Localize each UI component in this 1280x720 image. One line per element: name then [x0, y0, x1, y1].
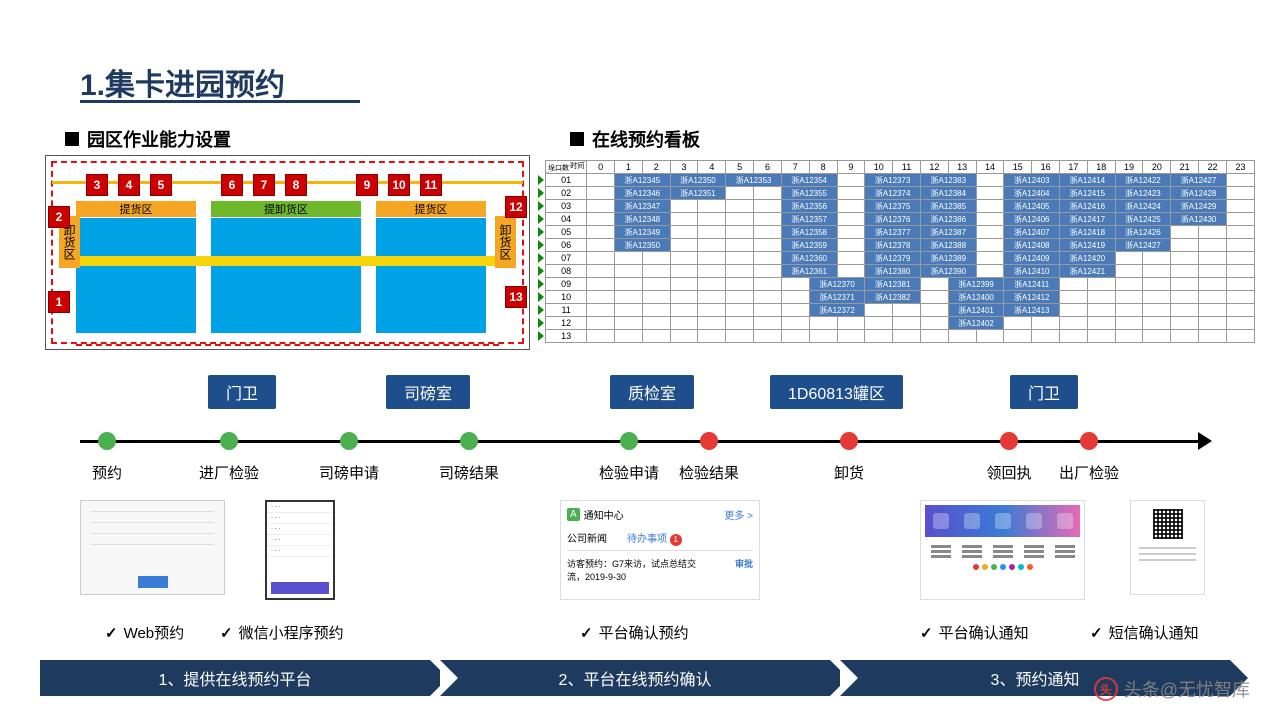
area-label: 提卸货区	[211, 201, 361, 217]
badge: 1	[670, 534, 682, 546]
timeline-label: 预约	[92, 462, 122, 483]
timeline-dot	[620, 432, 638, 450]
step-arrow: 2、平台在线预约确认	[440, 660, 830, 696]
approve-link[interactable]: 审批	[735, 557, 753, 583]
side-label: 卸货区	[495, 216, 516, 268]
check-item: ✓平台确认预约	[580, 622, 689, 643]
timeline-dot	[98, 432, 116, 450]
notice-text: 访客预约：G7来访，试点总结交流，2019-9-30	[567, 557, 707, 583]
subtitle-right: 在线预约看板	[570, 126, 700, 152]
check-item: ✓平台确认通知	[920, 622, 1029, 643]
subtitle-left: 园区作业能力设置	[65, 126, 231, 152]
storage-block	[211, 218, 361, 333]
warehouse-layout: 提货区 提卸货区 提货区 卸货区 卸货区 1 2 3 4 5 6 7 8 9 1…	[45, 155, 530, 350]
notice-icon: A	[567, 508, 580, 521]
dock-marker: 12	[505, 196, 527, 218]
dock-marker: 3	[86, 174, 108, 196]
page-title: 1.集卡进园预约	[80, 60, 285, 104]
timeline-label: 卸货	[834, 462, 864, 483]
timeline-dot	[460, 432, 478, 450]
gantt-table: 时间垛口数01234567891011121314151617181920212…	[545, 160, 1255, 343]
dock-marker: 10	[388, 174, 410, 196]
dock-marker: 7	[253, 174, 275, 196]
storage-block	[76, 218, 196, 333]
title-underline	[80, 100, 360, 103]
process-label: 门卫	[208, 375, 276, 409]
dock-marker: 1	[48, 291, 70, 313]
step-arrow: 1、提供在线预约平台	[40, 660, 430, 696]
watermark-logo-icon: 头	[1094, 677, 1118, 701]
timeline-dot	[840, 432, 858, 450]
timeline-label: 检验结果	[679, 462, 739, 483]
dock-marker: 13	[505, 286, 527, 308]
check-icon: ✓	[580, 624, 593, 642]
timeline-label: 检验申请	[599, 462, 659, 483]
tab-news[interactable]: 公司新闻	[567, 530, 607, 546]
area-label: 提货区	[76, 201, 196, 217]
watermark: 头 头条@无忧智库	[1094, 676, 1250, 702]
timeline-label: 进厂检验	[199, 462, 259, 483]
bullet-icon	[570, 132, 584, 146]
aisle	[66, 256, 509, 266]
timeline-dot	[1080, 432, 1098, 450]
timeline-label: 司磅申请	[319, 462, 379, 483]
timeline-dot	[1000, 432, 1018, 450]
check-icon: ✓	[220, 624, 233, 642]
timeline-dot	[700, 432, 718, 450]
dock-marker: 8	[285, 174, 307, 196]
screenshot-web	[80, 500, 225, 595]
dock-marker: 6	[221, 174, 243, 196]
timeline-line	[80, 440, 1200, 443]
process-label: 1D60813罐区	[770, 375, 903, 409]
check-icon: ✓	[920, 624, 933, 642]
screenshot-miniprogram: · · ·· · ·· · ·· · ·· · ·	[265, 500, 335, 600]
process-label: 门卫	[1010, 375, 1078, 409]
notice-title: 通知中心	[584, 507, 624, 522]
more-link[interactable]: 更多 >	[724, 507, 753, 522]
timeline-label: 领回执	[986, 462, 1031, 483]
dock-marker: 9	[356, 174, 378, 196]
timeline-label: 司磅结果	[439, 462, 499, 483]
screenshot-sms	[1130, 500, 1205, 595]
dock-marker: 4	[118, 174, 140, 196]
dock-marker: 2	[48, 206, 70, 228]
area-label: 提货区	[376, 201, 486, 217]
timeline-dot	[340, 432, 358, 450]
storage-block	[376, 218, 486, 333]
check-icon: ✓	[1090, 624, 1103, 642]
bullet-icon	[65, 132, 79, 146]
screenshot-notice: A 通知中心 更多 > 公司新闻 待办事项 1 访客预约：G7来访，试点总结交流，…	[560, 500, 760, 600]
timeline-label: 出厂检验	[1059, 462, 1119, 483]
check-item: ✓Web预约	[105, 622, 184, 643]
subtitle-right-text: 在线预约看板	[592, 126, 700, 152]
dock-marker: 5	[150, 174, 172, 196]
process-label: 司磅室	[386, 375, 470, 409]
check-item: ✓微信小程序预约	[220, 622, 344, 643]
check-item: ✓短信确认通知	[1090, 622, 1199, 643]
gantt-board: 时间垛口数01234567891011121314151617181920212…	[545, 160, 1255, 355]
subtitle-left-text: 园区作业能力设置	[87, 126, 231, 152]
timeline-arrow-icon	[1198, 432, 1212, 450]
screenshot-dashboard	[920, 500, 1085, 600]
process-label: 质检室	[610, 375, 694, 409]
watermark-text: 头条@无忧智库	[1124, 676, 1250, 702]
dock-marker: 11	[420, 174, 442, 196]
check-icon: ✓	[105, 624, 118, 642]
tab-todo[interactable]: 待办事项	[627, 534, 667, 545]
timeline-dot	[220, 432, 238, 450]
